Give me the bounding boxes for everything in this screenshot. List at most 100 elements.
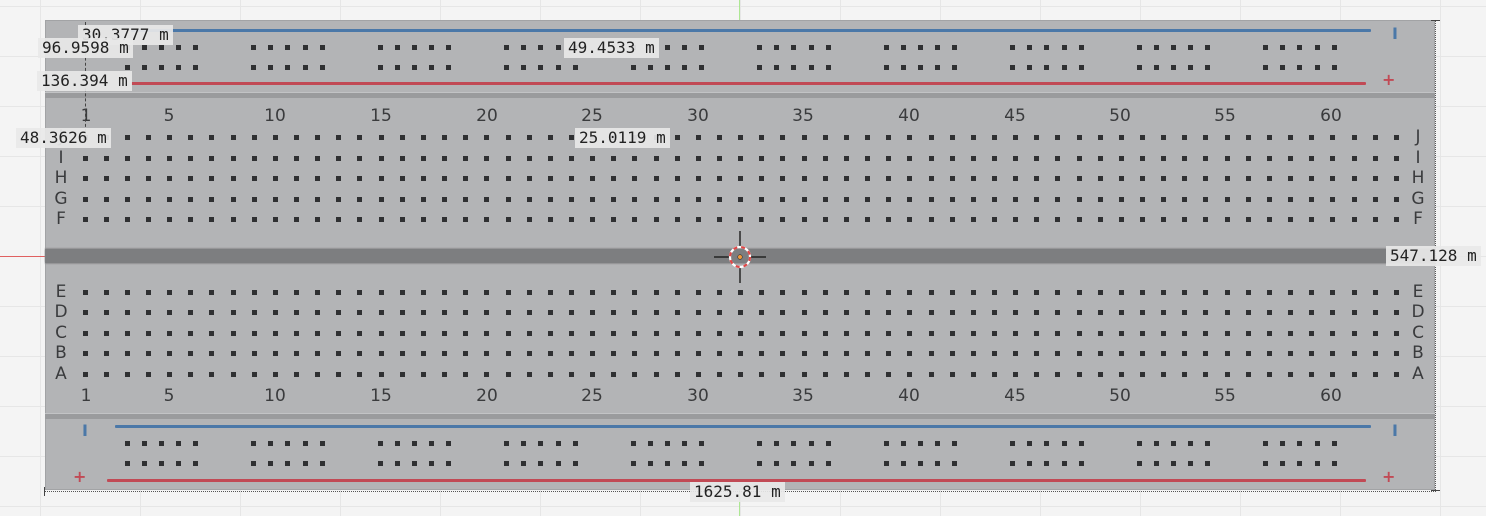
power-rail-hole[interactable] xyxy=(1205,460,1211,466)
breadboard-hole[interactable] xyxy=(1351,216,1357,222)
breadboard-hole[interactable] xyxy=(1245,155,1251,161)
breadboard-hole[interactable] xyxy=(547,309,553,315)
breadboard-hole[interactable] xyxy=(928,350,934,356)
breadboard-hole[interactable] xyxy=(653,155,659,161)
power-rail-hole[interactable] xyxy=(285,44,291,50)
power-rail-hole[interactable] xyxy=(319,44,325,50)
breadboard-hole[interactable] xyxy=(822,175,828,181)
breadboard-hole[interactable] xyxy=(1097,309,1103,315)
power-rail-hole[interactable] xyxy=(808,44,814,50)
breadboard-hole[interactable] xyxy=(1076,309,1082,315)
breadboard-hole[interactable] xyxy=(336,371,342,377)
breadboard-hole[interactable] xyxy=(1309,330,1315,336)
breadboard-hole[interactable] xyxy=(695,196,701,202)
breadboard-hole[interactable] xyxy=(484,289,490,295)
breadboard-hole[interactable] xyxy=(82,330,88,336)
breadboard-hole[interactable] xyxy=(1097,196,1103,202)
breadboard-hole[interactable] xyxy=(1393,371,1399,377)
power-rail-hole[interactable] xyxy=(630,64,636,70)
breadboard-hole[interactable] xyxy=(569,196,574,202)
breadboard-hole[interactable] xyxy=(336,175,342,181)
breadboard-hole[interactable] xyxy=(357,330,363,336)
power-rail-hole[interactable] xyxy=(268,44,274,50)
power-rail-hole[interactable] xyxy=(521,64,527,70)
breadboard-hole[interactable] xyxy=(167,309,173,315)
breadboard-hole[interactable] xyxy=(294,371,299,377)
power-rail-hole[interactable] xyxy=(1027,64,1033,70)
breadboard-hole[interactable] xyxy=(1097,350,1103,356)
breadboard-hole[interactable] xyxy=(1203,309,1209,315)
power-rail-hole[interactable] xyxy=(251,440,256,446)
power-rail-hole[interactable] xyxy=(1297,460,1303,466)
breadboard-hole[interactable] xyxy=(315,196,321,202)
power-rail-hole[interactable] xyxy=(555,44,561,50)
breadboard-hole[interactable] xyxy=(653,350,659,356)
breadboard-hole[interactable] xyxy=(1118,134,1124,140)
breadboard-hole[interactable] xyxy=(82,350,88,356)
breadboard-hole[interactable] xyxy=(378,350,384,356)
breadboard-hole[interactable] xyxy=(865,309,870,315)
breadboard-hole[interactable] xyxy=(865,350,870,356)
breadboard-hole[interactable] xyxy=(336,330,342,336)
breadboard-hole[interactable] xyxy=(526,330,532,336)
breadboard-hole[interactable] xyxy=(272,134,278,140)
power-rail-hole[interactable] xyxy=(377,64,383,70)
breadboard-hole[interactable] xyxy=(1224,175,1230,181)
breadboard-hole[interactable] xyxy=(145,350,151,356)
breadboard-hole[interactable] xyxy=(886,155,892,161)
breadboard-hole[interactable] xyxy=(230,175,236,181)
breadboard-hole[interactable] xyxy=(357,155,363,161)
breadboard-hole[interactable] xyxy=(674,350,680,356)
breadboard-hole[interactable] xyxy=(420,216,426,222)
power-rail-hole[interactable] xyxy=(521,440,527,446)
breadboard-hole[interactable] xyxy=(632,175,638,181)
breadboard-hole[interactable] xyxy=(1266,134,1272,140)
power-rail-hole[interactable] xyxy=(699,440,705,446)
power-rail-hole[interactable] xyxy=(158,440,164,446)
breadboard-hole[interactable] xyxy=(1309,309,1315,315)
breadboard-hole[interactable] xyxy=(717,350,722,356)
breadboard-hole[interactable] xyxy=(209,289,215,295)
breadboard-hole[interactable] xyxy=(272,175,278,181)
power-rail-hole[interactable] xyxy=(774,64,780,70)
breadboard-hole[interactable] xyxy=(272,350,278,356)
breadboard-hole[interactable] xyxy=(717,155,722,161)
breadboard-hole[interactable] xyxy=(1393,350,1399,356)
power-rail-hole[interactable] xyxy=(124,64,130,70)
breadboard-hole[interactable] xyxy=(1203,371,1209,377)
breadboard-hole[interactable] xyxy=(442,309,447,315)
power-rail-hole[interactable] xyxy=(1044,460,1050,466)
breadboard-hole[interactable] xyxy=(82,216,88,222)
breadboard-hole[interactable] xyxy=(1076,350,1082,356)
breadboard-hole[interactable] xyxy=(1140,134,1145,140)
breadboard-hole[interactable] xyxy=(167,371,173,377)
breadboard-hole[interactable] xyxy=(822,350,828,356)
breadboard-hole[interactable] xyxy=(611,289,617,295)
breadboard-hole[interactable] xyxy=(1245,309,1251,315)
breadboard-hole[interactable] xyxy=(970,371,976,377)
breadboard-hole[interactable] xyxy=(399,330,405,336)
breadboard-hole[interactable] xyxy=(949,134,955,140)
breadboard-hole[interactable] xyxy=(294,155,299,161)
breadboard-hole[interactable] xyxy=(695,330,701,336)
power-rail-hole[interactable] xyxy=(883,64,889,70)
breadboard-hole[interactable] xyxy=(569,134,574,140)
power-rail-hole[interactable] xyxy=(1188,44,1194,50)
breadboard-hole[interactable] xyxy=(780,330,786,336)
power-rail-hole[interactable] xyxy=(1280,460,1286,466)
breadboard-hole[interactable] xyxy=(1013,175,1019,181)
breadboard-hole[interactable] xyxy=(188,134,194,140)
breadboard-hole[interactable] xyxy=(547,134,553,140)
breadboard-hole[interactable] xyxy=(1351,155,1357,161)
breadboard-hole[interactable] xyxy=(1224,350,1230,356)
breadboard-hole[interactable] xyxy=(1330,155,1336,161)
breadboard-hole[interactable] xyxy=(1076,196,1082,202)
breadboard-hole[interactable] xyxy=(378,289,384,295)
breadboard-hole[interactable] xyxy=(1351,175,1357,181)
power-rail-hole[interactable] xyxy=(429,440,435,446)
power-rail-hole[interactable] xyxy=(1153,44,1159,50)
power-rail-hole[interactable] xyxy=(1136,64,1142,70)
breadboard-hole[interactable] xyxy=(886,330,892,336)
breadboard-hole[interactable] xyxy=(886,371,892,377)
breadboard-hole[interactable] xyxy=(1245,175,1251,181)
